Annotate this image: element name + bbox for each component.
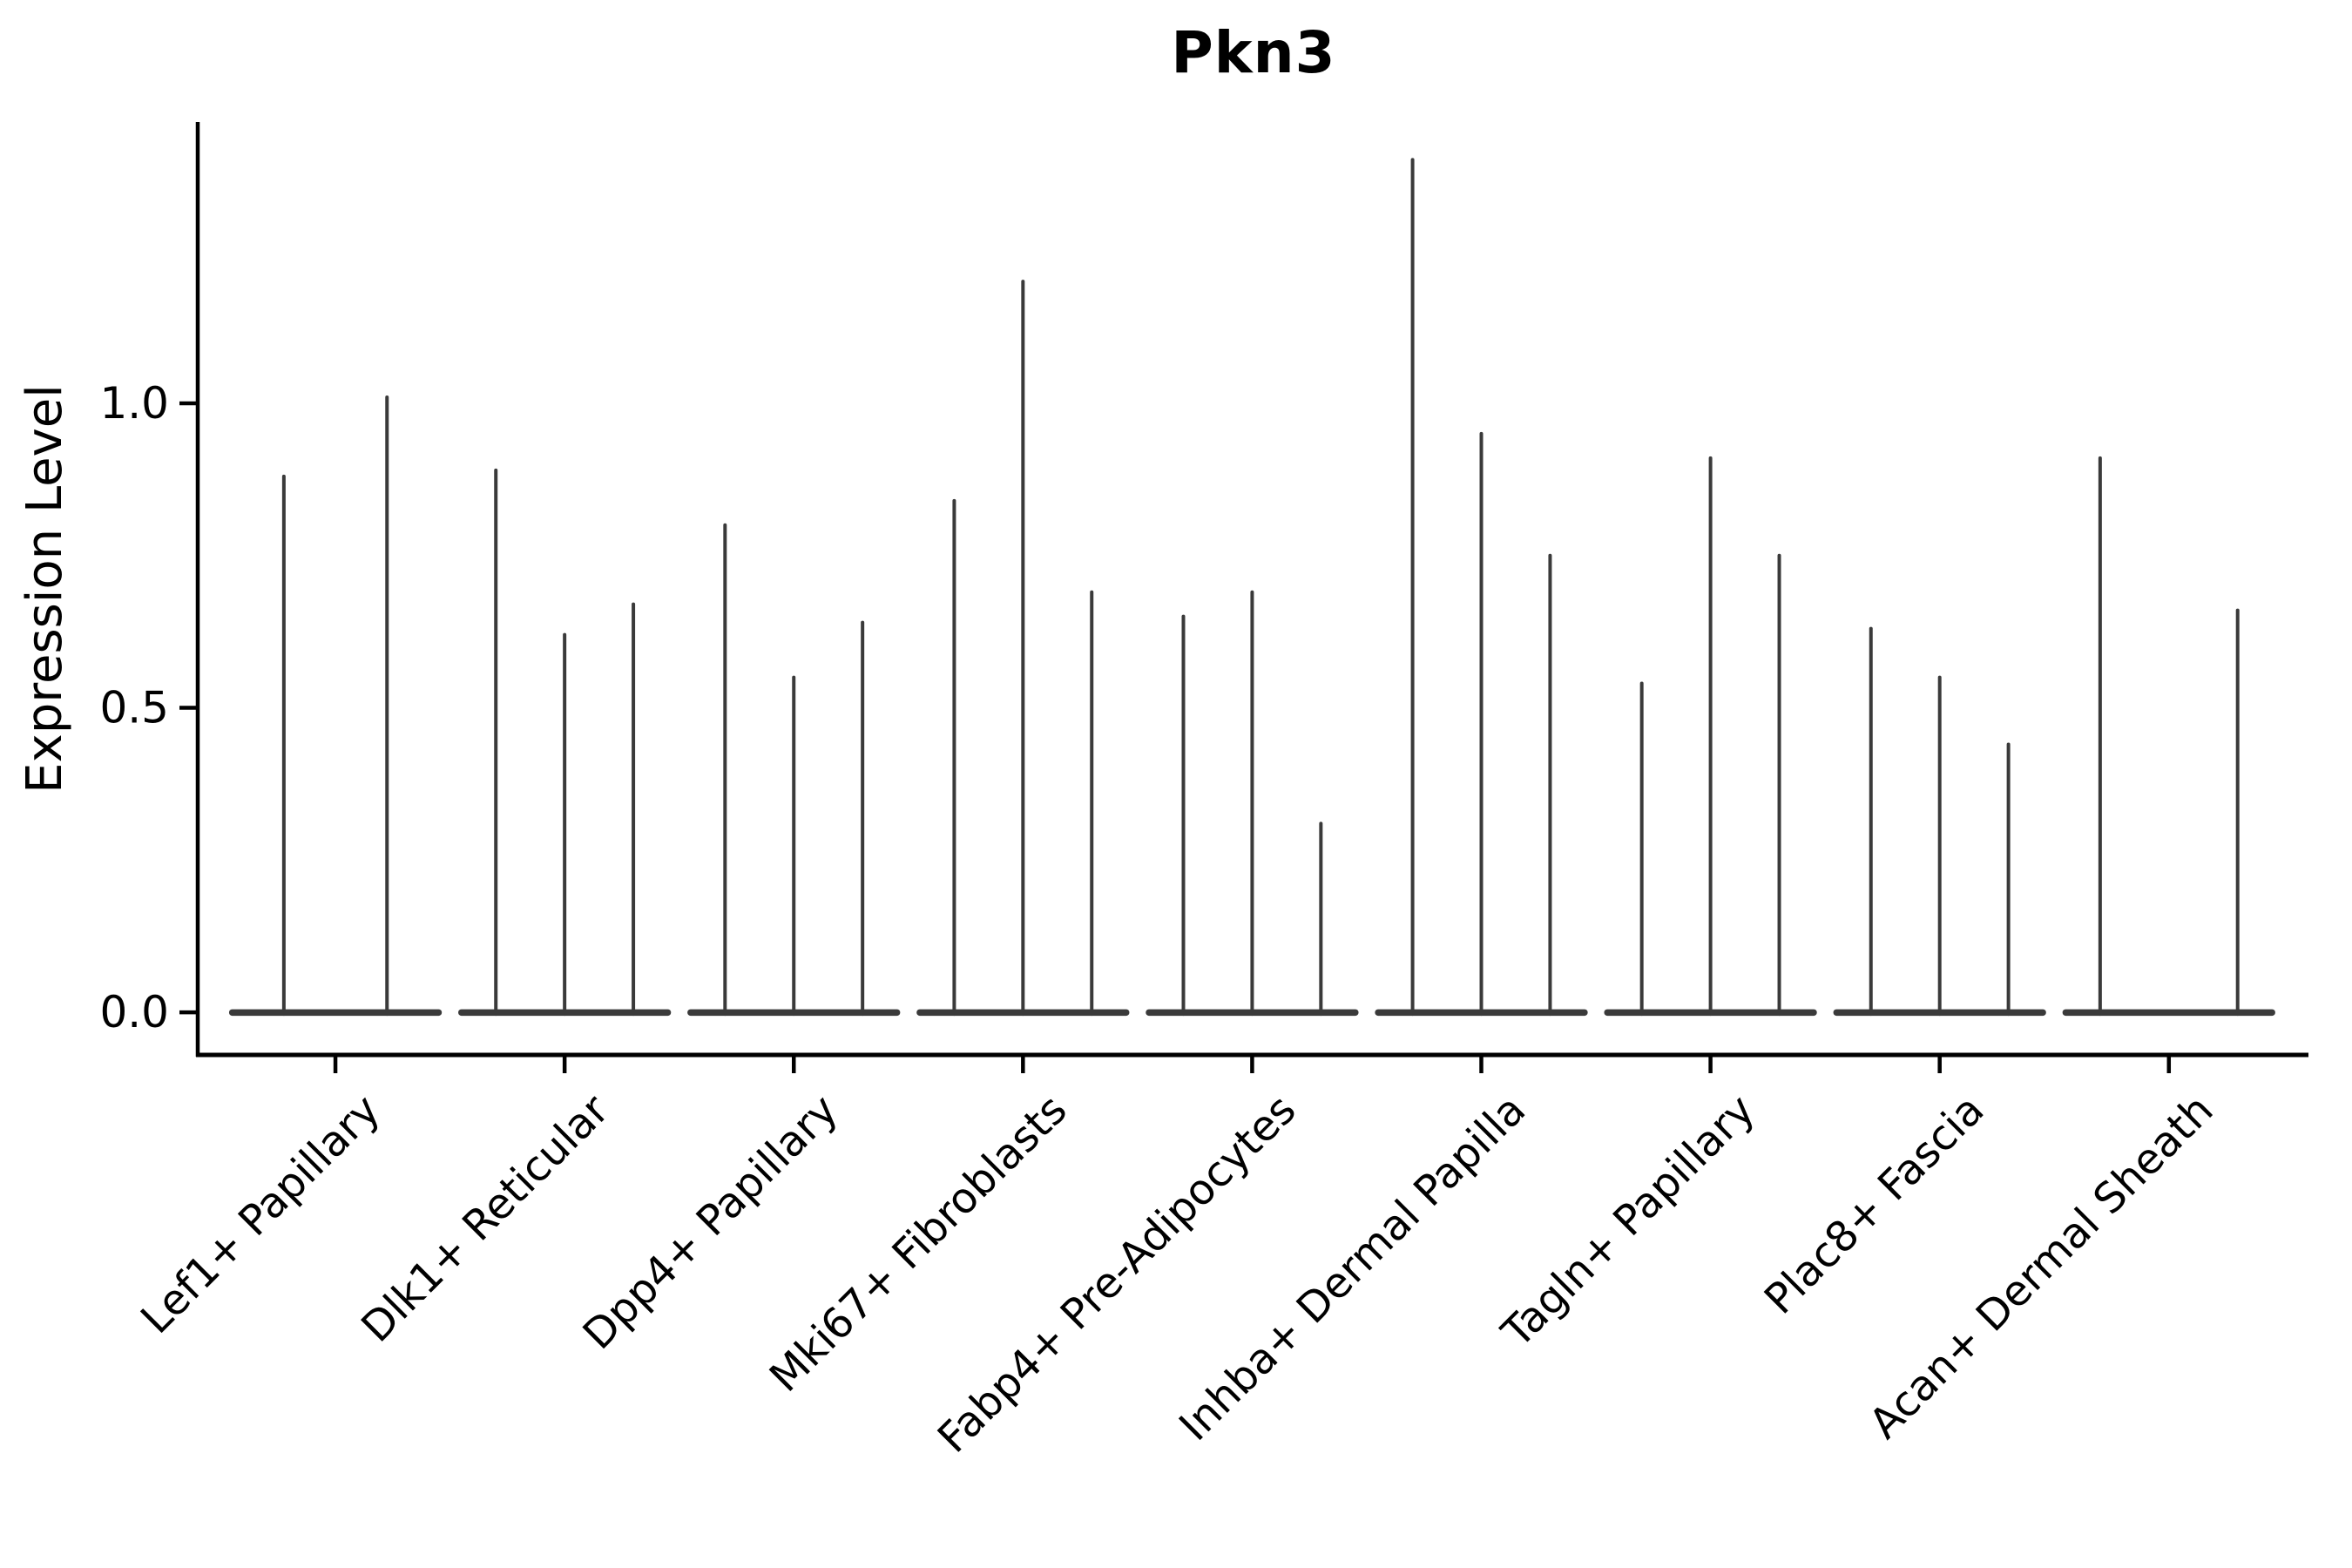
chart-title: Pkn3 <box>1171 19 1336 86</box>
violin-base <box>228 1009 443 1017</box>
y-tick-label: 1.0 <box>99 378 169 429</box>
violin-base <box>2062 1009 2275 1017</box>
y-tick-label: 0.0 <box>99 987 169 1037</box>
y-tick-label: 0.5 <box>99 683 169 733</box>
